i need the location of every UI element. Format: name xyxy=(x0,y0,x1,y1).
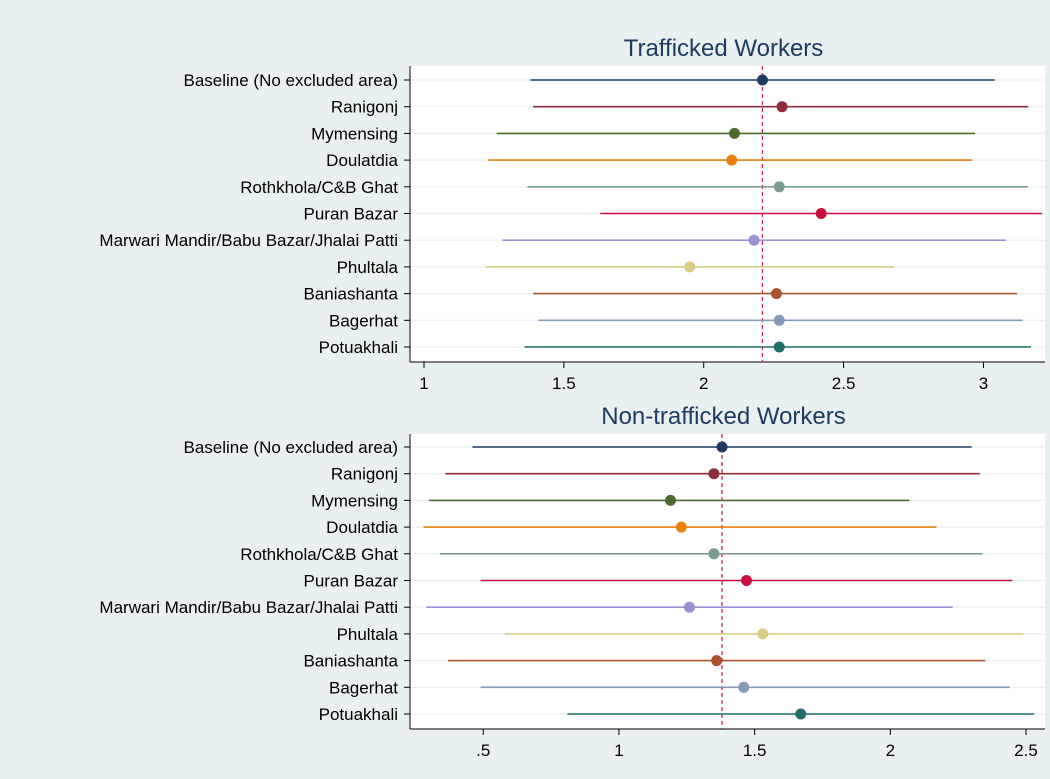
point-estimate xyxy=(684,601,696,613)
x-tick-label: 1 xyxy=(614,741,623,760)
x-tick-label: 3 xyxy=(979,374,988,393)
x-tick-label: 1.5 xyxy=(552,374,576,393)
point-estimate xyxy=(773,314,785,326)
point-estimate xyxy=(708,548,720,560)
panel-title: Non-trafficked Workers xyxy=(601,403,846,430)
point-estimate xyxy=(773,181,785,193)
category-label: Phultala xyxy=(337,625,399,644)
point-estimate xyxy=(716,441,728,453)
category-label: Phultala xyxy=(337,258,399,277)
point-estimate xyxy=(708,468,720,480)
point-estimate xyxy=(748,234,760,246)
x-tick-label: 2.5 xyxy=(1014,741,1038,760)
category-label: Rothkhola/C&B Ghat xyxy=(240,545,398,564)
category-label: Bagerhat xyxy=(329,678,398,697)
x-tick-label: 2.5 xyxy=(832,374,856,393)
point-estimate xyxy=(675,521,687,533)
point-estimate xyxy=(770,288,782,300)
category-label: Marwari Mandir/Babu Bazar/Jhalai Patti xyxy=(99,231,398,250)
point-estimate xyxy=(776,101,788,113)
point-estimate xyxy=(684,261,696,273)
point-estimate xyxy=(795,708,807,720)
x-tick-label: 1.5 xyxy=(743,741,767,760)
point-estimate xyxy=(665,494,677,506)
point-estimate xyxy=(728,127,740,139)
category-label: Baseline (No excluded area) xyxy=(183,71,398,90)
category-label: Baniashanta xyxy=(303,285,398,304)
panel-trafficked: Trafficked Workers 1 1.5 2 2.5 3 Baseline (No … xyxy=(99,35,1045,393)
category-label: Ranigonj xyxy=(331,465,398,484)
point-estimate xyxy=(773,341,785,353)
category-label: Puran Bazar xyxy=(304,572,399,591)
point-estimate xyxy=(815,208,827,219)
panel-non-trafficked: Non-trafficked Workers .5 1 1.5 2 2.5 Baseline… xyxy=(99,403,1045,760)
point-estimate xyxy=(740,575,752,586)
category-label: Potuakhali xyxy=(319,705,398,724)
category-label: Doulatdia xyxy=(326,518,398,537)
category-label: Potuakhali xyxy=(319,338,398,357)
x-tick-label: 2 xyxy=(886,741,895,760)
category-label: Baniashanta xyxy=(303,652,398,671)
category-label: Bagerhat xyxy=(329,311,398,330)
category-label: Puran Bazar xyxy=(304,205,399,224)
x-tick-label: 2 xyxy=(699,374,708,393)
category-label: Mymensing xyxy=(311,491,398,510)
point-estimate xyxy=(757,628,769,640)
category-label: Ranigonj xyxy=(331,98,398,117)
point-estimate xyxy=(711,655,723,667)
point-estimate xyxy=(738,681,750,693)
category-label: Baseline (No excluded area) xyxy=(183,438,398,457)
x-tick-label: .5 xyxy=(476,741,490,760)
category-label: Marwari Mandir/Babu Bazar/Jhalai Patti xyxy=(99,598,398,617)
plot-area xyxy=(410,434,1045,729)
category-label: Doulatdia xyxy=(326,151,398,170)
panel-title: Trafficked Workers xyxy=(624,35,824,62)
category-label: Mymensing xyxy=(311,124,398,143)
x-tick-label: 1 xyxy=(419,374,428,393)
category-label: Rothkhola/C&B Ghat xyxy=(240,178,398,197)
point-estimate xyxy=(726,154,738,166)
point-estimate xyxy=(756,74,768,86)
